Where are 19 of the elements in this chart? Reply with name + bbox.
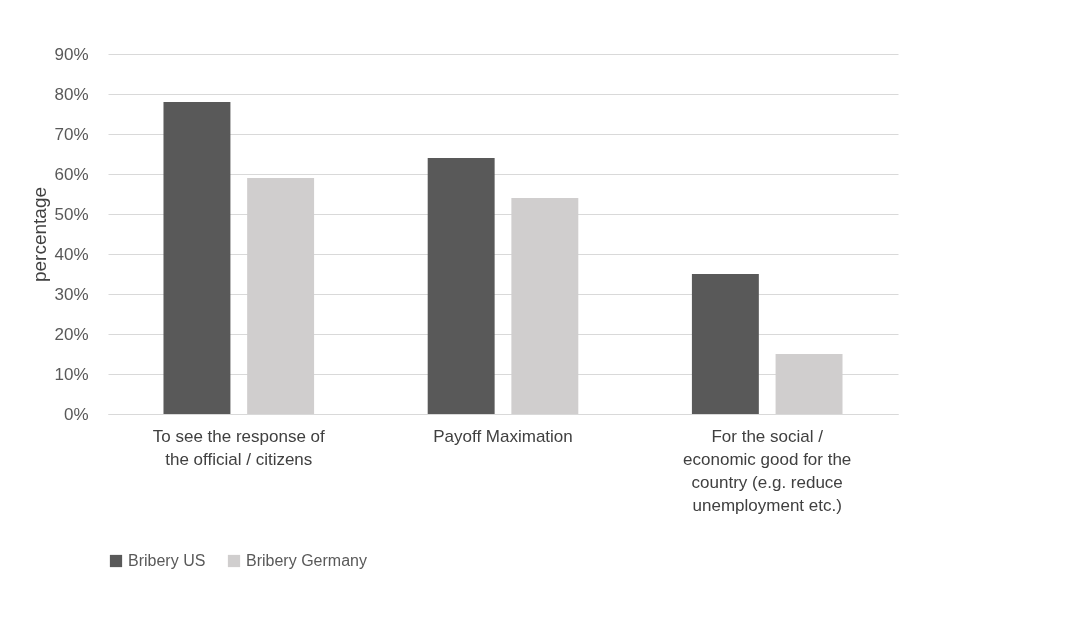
y-tick-label: 70% [54, 124, 89, 144]
x-tick-label: Payoff Maximation [433, 426, 573, 446]
y-tick-label: 50% [54, 204, 89, 224]
x-tick-label: For the social / economic good for the country (e.g. reduce unemployment etc.) [683, 426, 852, 515]
bar [691, 274, 759, 414]
legend-label: Bribery Germany [246, 552, 367, 569]
y-tick-label: 80% [54, 84, 89, 104]
y-axis-title: percentage [29, 186, 51, 283]
y-tick-label: 90% [54, 44, 89, 64]
legend-label: Bribery US [128, 552, 206, 569]
x-tick-label: To see the response of the official / citizens [152, 426, 326, 469]
y-tick-label: 40% [54, 244, 89, 264]
y-tick-label: 10% [54, 364, 89, 384]
y-tick-label: 60% [54, 164, 89, 184]
bar [163, 102, 231, 414]
y-tick-label: 0% [63, 404, 89, 424]
y-tick-label: 20% [54, 324, 89, 344]
y-tick-label: 30% [54, 284, 89, 304]
bar [427, 158, 495, 414]
